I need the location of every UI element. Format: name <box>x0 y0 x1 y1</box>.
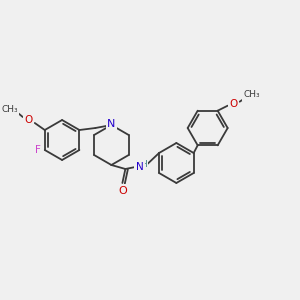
Text: H: H <box>140 160 147 169</box>
Text: O: O <box>25 115 33 125</box>
Text: O: O <box>230 99 238 109</box>
Text: CH₃: CH₃ <box>243 90 260 99</box>
Text: F: F <box>35 145 41 155</box>
Text: N: N <box>136 162 143 172</box>
Text: CH₃: CH₃ <box>2 104 18 113</box>
Text: O: O <box>118 186 127 196</box>
Text: N: N <box>107 119 116 129</box>
